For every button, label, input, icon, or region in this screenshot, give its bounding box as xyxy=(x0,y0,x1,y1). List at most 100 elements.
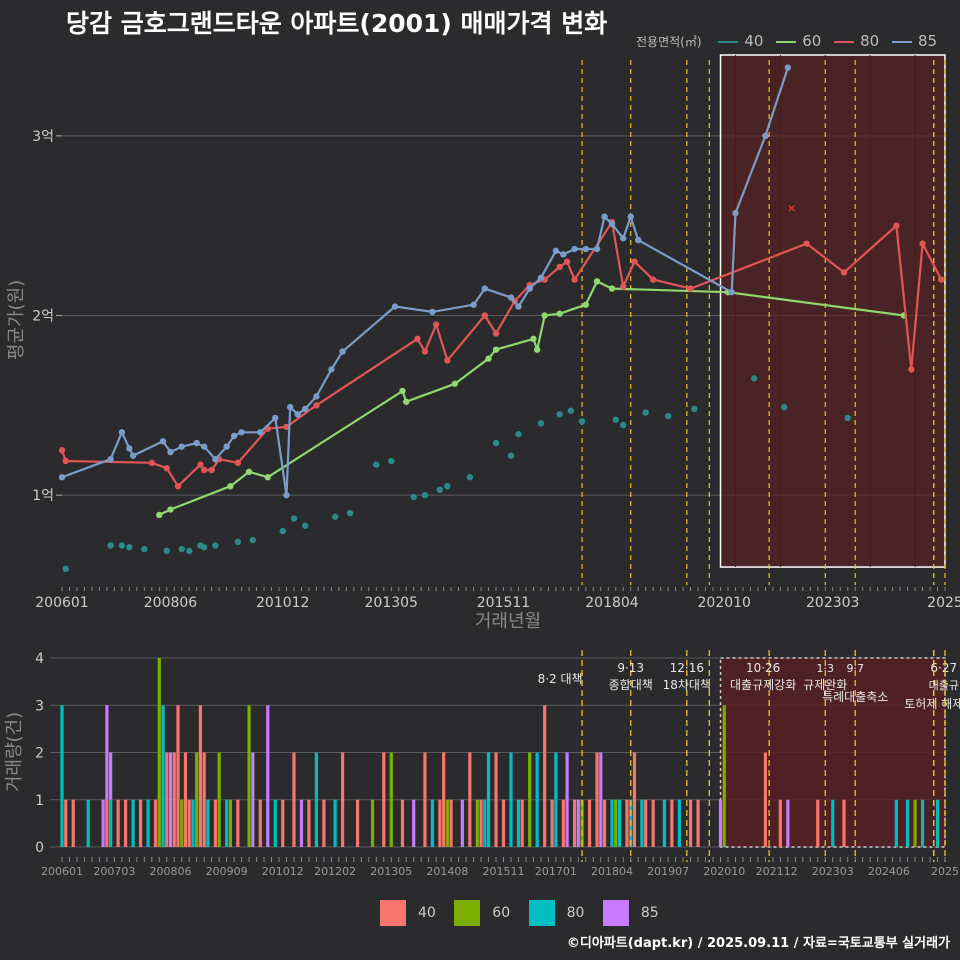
data-point-60 xyxy=(451,380,459,387)
data-point-85 xyxy=(257,429,264,436)
bar-40 xyxy=(442,752,446,847)
bar-40 xyxy=(644,799,648,847)
event-label: 10·26 xyxy=(746,661,780,675)
bar-80 xyxy=(146,799,150,847)
x-tick-label: 201305 xyxy=(370,865,412,878)
y-tick-label: 3 xyxy=(35,698,44,714)
data-point-85 xyxy=(294,411,301,418)
data-point-60 xyxy=(264,474,271,481)
data-point-85 xyxy=(159,438,167,445)
data-point-40 xyxy=(290,515,298,522)
y-axis-label: 평균가(원) xyxy=(6,280,27,360)
data-point-85 xyxy=(620,235,627,242)
legend-entry-60: 60 xyxy=(454,900,510,926)
data-point-60 xyxy=(541,312,548,319)
event-label: 규제완화 xyxy=(803,678,847,692)
bar-40 xyxy=(561,799,565,847)
y-tick-label: 1 xyxy=(35,793,44,809)
bar-40 xyxy=(236,799,240,847)
series-line-85 xyxy=(61,67,789,497)
x-tick-label: 201804 xyxy=(585,595,639,611)
data-point-80 xyxy=(313,402,320,409)
data-point-85 xyxy=(238,429,245,436)
legend-swatch xyxy=(718,40,739,43)
data-point-40 xyxy=(410,493,417,501)
data-point-60 xyxy=(399,387,406,395)
bar-40 xyxy=(153,799,158,847)
bar-60 xyxy=(614,799,618,847)
data-point-80 xyxy=(58,447,66,454)
data-point-40 xyxy=(301,522,309,529)
x-tick-label: 201305 xyxy=(365,595,418,611)
y-tick-label: 0 xyxy=(35,840,44,856)
bar-60 xyxy=(445,799,449,847)
event-label: 6·27 xyxy=(930,661,957,675)
x-tick-label: 202303 xyxy=(806,595,859,611)
x-tick-label: 200806 xyxy=(144,595,198,611)
data-point-85 xyxy=(608,220,616,228)
data-point-60 xyxy=(167,506,174,513)
event-label: 특례대출축소 xyxy=(822,690,888,704)
x-tick-label: 2025 xyxy=(931,865,959,878)
data-point-85 xyxy=(58,474,66,481)
legend-entry-40: 40 xyxy=(380,900,436,926)
bar-80 xyxy=(662,799,666,847)
data-point-85 xyxy=(560,251,567,258)
x-tick-label: 200806 xyxy=(150,865,192,878)
event-label: 9·13 xyxy=(617,661,644,675)
x-tick-label: 201804 xyxy=(591,865,633,878)
data-point-80 xyxy=(919,240,926,247)
bar-80 xyxy=(905,799,910,847)
bar-80 xyxy=(509,752,513,847)
bar-80 xyxy=(920,799,925,847)
x-tick-label: 2025 xyxy=(927,595,960,611)
bar-40 xyxy=(501,799,506,847)
data-point-85 xyxy=(391,303,399,310)
legend-entry-85: 85 xyxy=(602,900,659,926)
legend-label: 60 xyxy=(492,905,511,921)
bar-85 xyxy=(718,799,723,847)
data-point-40 xyxy=(466,474,474,481)
event-label: 1·3 xyxy=(817,662,835,675)
bar-40 xyxy=(258,799,262,847)
data-point-60 xyxy=(582,301,590,308)
data-point-80 xyxy=(687,285,694,292)
data-point-80 xyxy=(444,357,451,364)
data-point-80 xyxy=(208,466,215,474)
data-point-80 xyxy=(148,459,155,467)
x-tick-label: 201511 xyxy=(483,865,525,878)
event-label: 토허제 해제 xyxy=(904,697,960,711)
event-label: 9·7 xyxy=(846,662,864,675)
bar-60 xyxy=(913,799,917,847)
bar-40 xyxy=(625,799,629,847)
legend-label: 40 xyxy=(744,32,764,50)
x-tick-label: 202112 xyxy=(756,865,798,878)
bar-80 xyxy=(273,799,277,847)
bar-60 xyxy=(217,752,221,847)
page-title: 당감 금호그랜드타운 아파트(2001) 매매가격 변화 xyxy=(66,9,608,38)
bar-60 xyxy=(528,752,532,847)
x-tick-label: 200909 xyxy=(206,865,248,878)
data-point-40 xyxy=(249,536,257,544)
data-point-80 xyxy=(620,283,627,290)
data-point-60 xyxy=(492,346,500,353)
bar-80 xyxy=(617,799,622,847)
marker-x: × xyxy=(787,202,796,215)
data-point-85 xyxy=(601,213,608,220)
bar-85 xyxy=(599,752,603,847)
legend-title: 전용면적(㎡) xyxy=(636,35,702,49)
data-point-40 xyxy=(373,461,380,468)
data-point-60 xyxy=(556,310,563,317)
data-point-85 xyxy=(429,308,436,316)
legend-swatch xyxy=(776,40,797,43)
bar-60 xyxy=(195,752,199,847)
data-point-80 xyxy=(840,269,848,276)
data-point-85 xyxy=(537,274,545,281)
data-point-40 xyxy=(750,375,758,382)
legend-label: 80 xyxy=(860,32,880,50)
data-point-40 xyxy=(612,416,619,423)
data-point-80 xyxy=(556,263,563,271)
data-point-80 xyxy=(200,466,208,474)
bar-80 xyxy=(831,799,835,847)
data-point-60 xyxy=(227,482,234,490)
